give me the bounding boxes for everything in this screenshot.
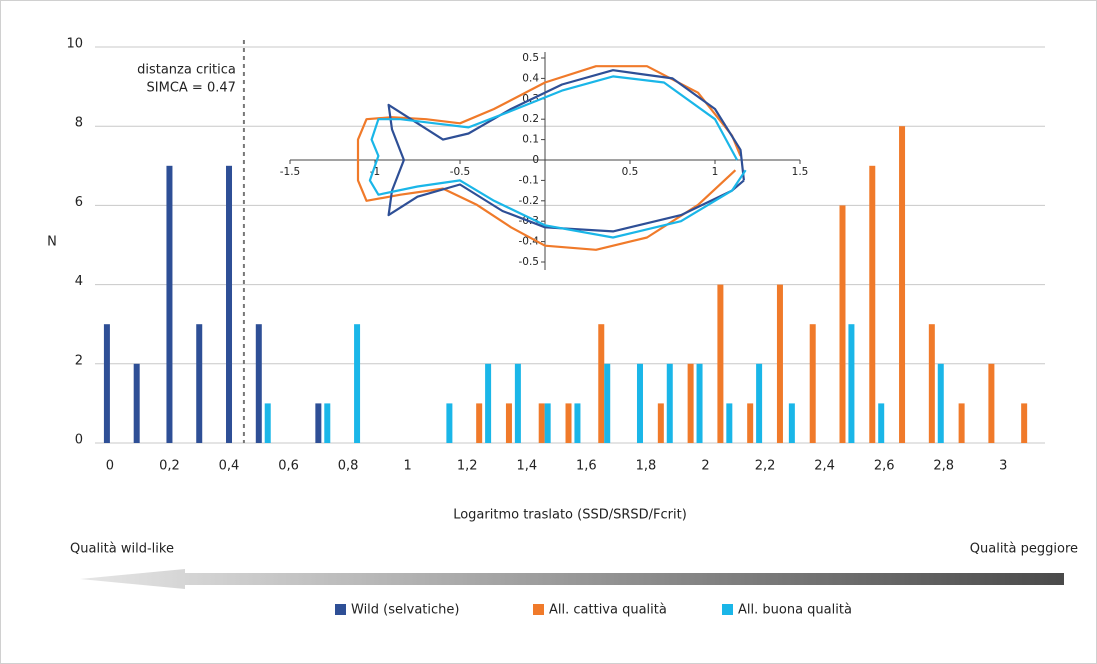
x-tick-label: 3 [999, 459, 1007, 474]
annotation: SIMCA = 0.47 [147, 81, 236, 96]
inset-y-tick-label: -0.2 [519, 195, 540, 207]
bar [959, 403, 965, 443]
inset-x-tick-label: -0.5 [450, 166, 471, 178]
bar [315, 403, 321, 443]
bar [810, 324, 816, 443]
bar [938, 364, 944, 443]
bar [256, 324, 262, 443]
inset-y-tick-label: 0.1 [522, 134, 539, 146]
x-tick-label: 0,8 [338, 459, 359, 474]
x-tick-label: 0 [106, 459, 114, 474]
bar [667, 364, 673, 443]
bar [515, 364, 521, 443]
x-tick-label: 2,2 [755, 459, 776, 474]
x-tick-label: 2,8 [933, 459, 954, 474]
bar [789, 403, 795, 443]
legend-swatch [722, 604, 733, 615]
bar [869, 166, 875, 443]
annotation: distanza critica [137, 63, 236, 78]
bar [848, 324, 854, 443]
bar [717, 285, 723, 443]
bar [878, 403, 884, 443]
arrow-left-label: Qualità wild-like [70, 542, 174, 557]
bar [988, 364, 994, 443]
bar [539, 403, 545, 443]
x-tick-label: 1,2 [457, 459, 478, 474]
bar [1021, 403, 1027, 443]
legend-swatch [335, 604, 346, 615]
bar [756, 364, 762, 443]
bar [226, 166, 232, 443]
inset-x-tick-label: -1.5 [280, 166, 301, 178]
bar [545, 403, 551, 443]
y-tick-label: 10 [66, 37, 83, 52]
bar [134, 364, 140, 443]
bar [726, 403, 732, 443]
x-tick-label: 0,2 [159, 459, 180, 474]
bar [777, 285, 783, 443]
inset-y-tick-label: 0.4 [522, 72, 539, 84]
legend-label: Wild (selvatiche) [351, 603, 459, 618]
bar [929, 324, 935, 443]
bar [354, 324, 360, 443]
x-tick-label: 2,6 [874, 459, 895, 474]
bar [637, 364, 643, 443]
bar [506, 403, 512, 443]
x-tick-label: 1,8 [636, 459, 657, 474]
legend-label: All. buona qualità [738, 603, 852, 618]
bar [839, 205, 845, 443]
inset-y-tick-label: 0.5 [522, 52, 539, 64]
inset-y-tick-label: 0 [532, 154, 539, 166]
inset-x-tick-label: 1.5 [792, 166, 809, 178]
x-tick-label: 1,4 [516, 459, 537, 474]
bar [604, 364, 610, 443]
y-tick-label: 0 [75, 433, 83, 448]
x-tick-label: 1,6 [576, 459, 597, 474]
bar [166, 166, 172, 443]
inset-y-tick-label: -0.5 [519, 256, 540, 268]
x-tick-label: 0,6 [278, 459, 299, 474]
inset-y-tick-label: -0.1 [519, 174, 540, 186]
bar [566, 403, 572, 443]
bar [899, 126, 905, 443]
x-axis-label: Logaritmo traslato (SSD/SRSD/Fcrit) [453, 508, 687, 523]
bar [747, 403, 753, 443]
y-tick-label: 6 [75, 195, 83, 210]
x-tick-label: 1 [404, 459, 412, 474]
inset-y-tick-label: 0.2 [522, 113, 539, 125]
bar [697, 364, 703, 443]
x-tick-label: 2,4 [814, 459, 835, 474]
legend-swatch [533, 604, 544, 615]
bar [574, 403, 580, 443]
bar [104, 324, 110, 443]
bar [485, 364, 491, 443]
bar [476, 403, 482, 443]
bar [324, 403, 330, 443]
x-tick-label: 2 [701, 459, 709, 474]
bar [658, 403, 664, 443]
inset-x-tick-label: 0.5 [622, 166, 639, 178]
bar [196, 324, 202, 443]
y-tick-label: 4 [75, 274, 83, 289]
arrow-right-label: Qualità peggiore [970, 542, 1078, 557]
bar [446, 403, 452, 443]
y-tick-label: 8 [75, 116, 83, 131]
bar [598, 324, 604, 443]
legend-label: All. cattiva qualità [549, 603, 667, 618]
chart: 024681000,20,40,60,811,21,41,61,822,22,4… [0, 0, 1097, 664]
x-tick-label: 0,4 [219, 459, 240, 474]
y-axis-label: N [47, 235, 57, 250]
bar [265, 403, 271, 443]
y-tick-label: 2 [75, 353, 83, 368]
inset-x-tick-label: 1 [712, 166, 719, 178]
bar [688, 364, 694, 443]
